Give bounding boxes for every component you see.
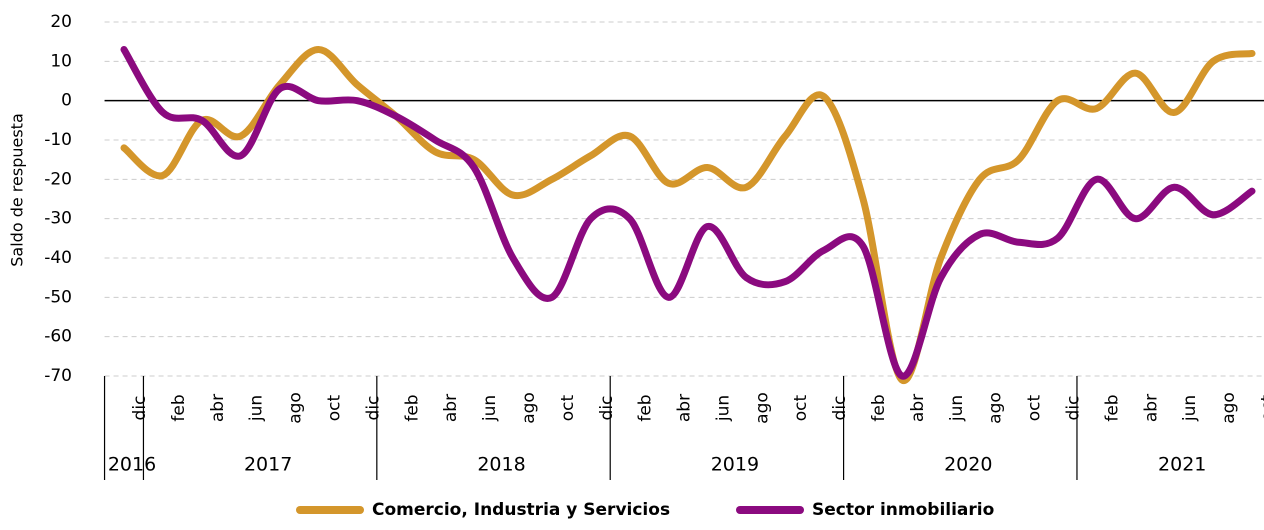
- x-tick-label: dic: [130, 396, 150, 421]
- x-tick-label: ago: [1219, 392, 1239, 424]
- y-tick-label: -60: [44, 327, 72, 347]
- y-tick-label: -50: [44, 287, 72, 307]
- x-tick-label: oct: [558, 394, 578, 421]
- x-tick-label: oct: [791, 394, 811, 421]
- x-tick-label: feb: [869, 394, 889, 421]
- x-tick-label: jun: [713, 395, 733, 422]
- year-label: 2018: [477, 454, 525, 476]
- x-tick-label: dic: [1064, 396, 1084, 421]
- x-tick-label: ago: [286, 392, 306, 424]
- y-axis-title: Saldo de respuesta: [8, 113, 27, 266]
- legend-label: Comercio, Industria y Servicios: [372, 500, 670, 520]
- x-tick-label: dic: [597, 396, 617, 421]
- x-tick-label: dic: [830, 396, 850, 421]
- x-tick-label: abr: [675, 394, 695, 422]
- y-tick-label: -40: [44, 248, 72, 268]
- x-tick-label: oct: [1258, 394, 1264, 421]
- x-tick-label: ago: [986, 392, 1006, 424]
- x-tick-label: jun: [947, 395, 967, 422]
- x-tick-label: abr: [1141, 394, 1161, 422]
- x-tick-label: jun: [247, 395, 267, 422]
- x-tick-label: oct: [324, 394, 344, 421]
- year-label: 2019: [711, 454, 759, 476]
- x-tick-label: abr: [208, 394, 228, 422]
- x-tick-label: jun: [1180, 395, 1200, 422]
- series-line: [120, 46, 1256, 380]
- y-tick-label: -20: [44, 169, 72, 189]
- year-label: 2020: [944, 454, 992, 476]
- x-tick-label: feb: [169, 394, 189, 421]
- x-tick-label: dic: [363, 396, 383, 421]
- year-label: 2021: [1158, 454, 1206, 476]
- x-tick-label: oct: [1025, 394, 1045, 421]
- y-tick-label: -70: [44, 366, 72, 386]
- year-label: 2017: [244, 454, 292, 476]
- y-tick-label: -30: [44, 209, 72, 229]
- y-tick-label: 0: [61, 91, 72, 111]
- y-tick-label: -10: [44, 130, 72, 150]
- x-tick-label: feb: [1102, 394, 1122, 421]
- legend-label: Sector inmobiliario: [812, 500, 994, 520]
- y-tick-label: 20: [50, 12, 72, 32]
- x-tick-label: jun: [480, 395, 500, 422]
- x-tick-label: ago: [519, 392, 539, 424]
- x-tick-label: feb: [636, 394, 656, 421]
- x-tick-label: feb: [402, 394, 422, 421]
- x-tick-label: ago: [752, 392, 772, 424]
- y-tick-label: 10: [50, 51, 72, 71]
- year-label: 2016: [108, 454, 156, 476]
- x-tick-label: abr: [441, 394, 461, 422]
- x-tick-label: abr: [908, 394, 928, 422]
- series-line: [120, 46, 1256, 384]
